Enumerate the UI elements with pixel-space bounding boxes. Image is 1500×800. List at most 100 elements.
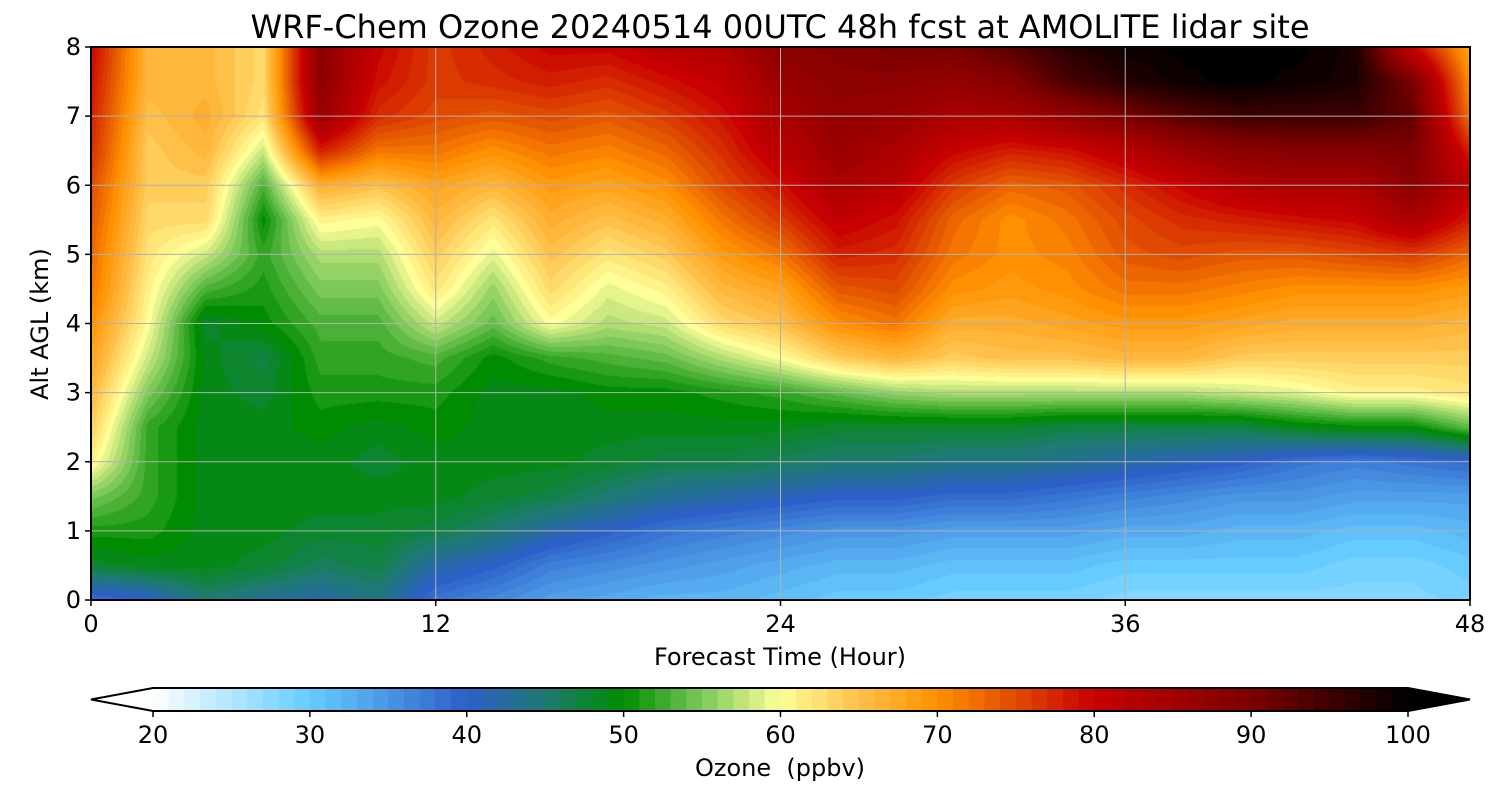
colorbar-tick-label: 40 [451, 721, 482, 749]
colorbar-bin [1204, 688, 1221, 711]
colorbar-bin [451, 688, 468, 711]
colorbar-bin [231, 688, 248, 711]
colorbar-bin [1313, 688, 1331, 711]
y-tick-label: 8 [66, 33, 81, 61]
colorbar-bin [1157, 688, 1174, 711]
colorbar-bin [749, 688, 766, 711]
colorbar-bin [874, 688, 891, 711]
colorbar-tick-label: 80 [1079, 721, 1110, 749]
colorbar-bin [247, 688, 264, 711]
colorbar-bin [560, 688, 578, 711]
y-tick-label: 5 [66, 240, 81, 268]
x-tick-label: 0 [83, 610, 98, 638]
colorbar-bin [1219, 688, 1237, 711]
colorbar-bin [1251, 688, 1268, 711]
colorbar-bin [1392, 688, 1409, 711]
y-tick-label: 0 [66, 586, 81, 614]
y-tick-label: 1 [66, 517, 81, 545]
colorbar-bin [1172, 688, 1189, 711]
colorbar-bin [733, 688, 750, 711]
colorbar-bin [1062, 688, 1080, 711]
colorbar-bin [1329, 688, 1346, 711]
colorbar-tick-label: 100 [1385, 721, 1431, 749]
colorbar-bin [607, 688, 625, 711]
colorbar-bin [215, 688, 233, 711]
colorbar-bin [1109, 688, 1127, 711]
colorbar-bin [937, 688, 954, 711]
colorbar-bin [278, 688, 295, 711]
colorbar-bin [529, 688, 546, 711]
colorbar-bin [984, 688, 1001, 711]
y-axis-ticks: 0 1 2 3 4 5 6 7 8 [66, 33, 91, 614]
colorbar-bin [184, 688, 201, 711]
colorbar-bin [419, 688, 436, 711]
colorbar-ticks: 20 30 40 50 60 70 80 90 100 [138, 711, 1431, 749]
colorbar-bin [1345, 688, 1362, 711]
x-tick-label: 36 [1110, 610, 1141, 638]
colorbar-bin [1015, 688, 1033, 711]
colorbar-bin [309, 688, 327, 711]
colorbar-bin [200, 688, 217, 711]
colorbar-bin [921, 688, 938, 711]
colorbar-bin [592, 688, 609, 711]
x-tick-label: 48 [1455, 610, 1486, 638]
colorbar-tick-label: 20 [138, 721, 169, 749]
y-axis-label: Alt AGL (km) [26, 248, 54, 400]
y-tick-label: 7 [66, 102, 81, 130]
colorbar-bin [372, 688, 389, 711]
x-axis-ticks: 0 12 24 36 48 [83, 600, 1485, 638]
colorbar-bin [1047, 688, 1064, 711]
colorbar-tick-label: 30 [295, 721, 326, 749]
colorbar-bin [356, 688, 374, 711]
colorbar-bin [466, 688, 484, 711]
colorbar-bin [153, 688, 170, 711]
colorbar-tick-label: 70 [922, 721, 953, 749]
colorbar-bin [670, 688, 687, 711]
colorbar-bin [796, 688, 813, 711]
colorbar-bin [1360, 688, 1378, 711]
colorbar-bin [1125, 688, 1142, 711]
colorbar-bin [1235, 688, 1252, 711]
colorbar-label: Ozone (ppbv) [695, 754, 865, 782]
colorbar-tick-label: 60 [765, 721, 796, 749]
colorbar-bin [545, 688, 562, 711]
colorbar-bin [702, 688, 719, 711]
colorbar-bin [780, 688, 797, 711]
colorbar-bin [388, 688, 405, 711]
colorbar-bin [1094, 688, 1111, 711]
colorbar-tick-label: 50 [608, 721, 639, 749]
colorbar-bin [764, 688, 782, 711]
colorbar-bin [1376, 688, 1393, 711]
x-tick-label: 12 [420, 610, 451, 638]
colorbar-bin [1282, 688, 1299, 711]
colorbar-tick-label: 90 [1236, 721, 1267, 749]
y-tick-label: 2 [66, 448, 81, 476]
colorbar-extend-high [1408, 688, 1470, 711]
colorbar-bin [1031, 688, 1048, 711]
colorbar-bin [325, 688, 342, 711]
colorbar-bin [655, 688, 672, 711]
y-tick-label: 3 [66, 379, 81, 407]
colorbar-bin [294, 688, 311, 711]
colorbar-bin [639, 688, 656, 711]
colorbar-bin [576, 688, 593, 711]
colorbar-bin [262, 688, 280, 711]
x-axis-label: Forecast Time (Hour) [654, 643, 906, 671]
colorbar-bin [435, 688, 452, 711]
colorbar-bin [482, 688, 499, 711]
colorbar-bin [404, 688, 421, 711]
colorbar-bin [498, 688, 515, 711]
colorbar-extend-low [91, 688, 153, 711]
colorbar-bin [858, 688, 876, 711]
colorbar-bin [1188, 688, 1205, 711]
colorbar-bin [1000, 688, 1017, 711]
colorbar-bin [686, 688, 703, 711]
colorbar-bin [513, 688, 531, 711]
colorbar-bin [1298, 688, 1315, 711]
colorbar-bin [827, 688, 844, 711]
colorbar [90, 687, 1471, 712]
y-tick-label: 6 [66, 171, 81, 199]
colorbar-bin [1078, 688, 1095, 711]
colorbar-bin [1266, 688, 1284, 711]
